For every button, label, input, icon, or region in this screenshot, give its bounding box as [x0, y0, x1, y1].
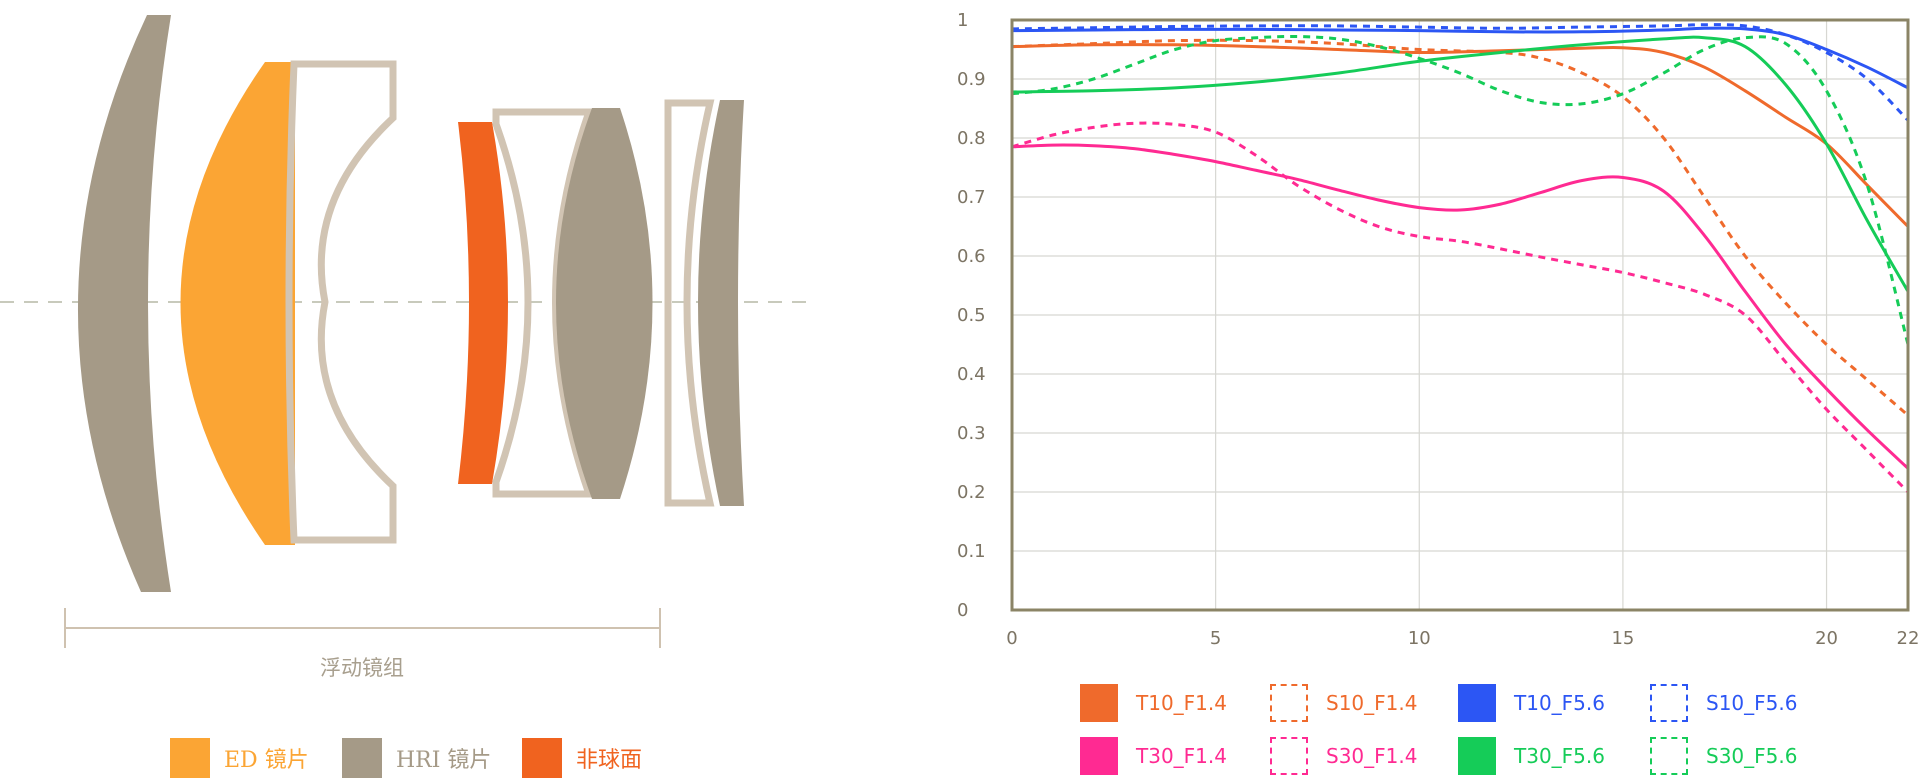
legend-item-s10-f1-4: S10_F1.4: [1270, 684, 1417, 722]
hri-label: HRI 镜片: [396, 748, 492, 773]
series-line-s10-f5-6: [1011, 23, 1910, 122]
series-line-s30-f5-6: [1011, 34, 1910, 345]
t30-f5-6-swatch: [1458, 737, 1496, 775]
legend-item-s30-f1-4: S30_F1.4: [1270, 737, 1417, 775]
lens-diagram: [0, 15, 815, 648]
lens-element-4-aspheric: [458, 122, 508, 484]
s10-f1-4-swatch: [1270, 684, 1308, 722]
legend-item-s10-f5-6: S10_F5.6: [1650, 684, 1797, 722]
x-tick-label-1: 5: [1210, 628, 1221, 649]
s30-f1-4-label: S30_F1.4: [1326, 744, 1418, 768]
lens-element-2-ed: [180, 62, 295, 545]
t30-f5-6-label: T30_F5.6: [1514, 744, 1605, 768]
series-line-t10-f1-4: [1011, 43, 1910, 228]
x-tick-label-3: 15: [1611, 628, 1634, 649]
lens-element-8: [698, 100, 744, 506]
s10-f1-4-label: S10_F1.4: [1326, 691, 1418, 715]
y-tick-label-1: 0.1: [957, 541, 986, 562]
x-tick-label-0: 0: [1006, 628, 1017, 649]
y-tick-label-6: 0.6: [957, 246, 986, 267]
series-line-t30-f5-6: [1011, 35, 1910, 293]
s30-f5-6-swatch: [1650, 737, 1688, 775]
series-line-t30-f1-4: [1011, 143, 1910, 470]
legend-ed-lens: ED 镜片: [170, 738, 309, 778]
ed-label: ED 镜片: [224, 748, 309, 773]
t10-f5-6-swatch: [1458, 684, 1496, 722]
y-tick-label-2: 0.2: [957, 482, 986, 503]
legend-hri-lens: HRI 镜片: [342, 738, 491, 778]
plot-frame: [1010, 18, 1910, 612]
y-tick-label-10: 1: [957, 10, 968, 31]
y-tick-label-0: 0: [957, 600, 968, 621]
aspheric-swatch: [522, 738, 562, 778]
y-tick-labels: 0 0.1 0.2 0.3 0.4 0.5 0.6 0.7 0.8 0.9 1: [957, 10, 986, 621]
s10-f5-6-swatch: [1650, 684, 1688, 722]
ed-swatch: [170, 738, 210, 778]
x-tick-label-5: 22: [1897, 628, 1920, 649]
t10-f5-6-label: T10_F5.6: [1514, 691, 1605, 715]
legend-item-t30-f5-6: T30_F5.6: [1458, 737, 1605, 775]
y-tick-label-8: 0.8: [957, 128, 986, 149]
t10-f1-4-swatch: [1080, 684, 1118, 722]
lens-element-1: [77, 15, 171, 592]
legend-item-t10-f5-6: T10_F5.6: [1458, 684, 1605, 722]
hri-swatch: [342, 738, 382, 778]
y-tick-label-4: 0.4: [957, 364, 986, 385]
floating-group-label: 浮动镜组: [320, 656, 404, 680]
y-tick-label-9: 0.9: [957, 69, 986, 90]
y-tick-label-3: 0.3: [957, 423, 986, 444]
legend-item-t10-f1-4: T10_F1.4: [1080, 684, 1227, 722]
y-tick-label-7: 0.7: [957, 187, 986, 208]
x-tick-labels: 0 5 10 15 20 22: [1006, 628, 1919, 649]
t30-f1-4-swatch: [1080, 737, 1118, 775]
aspheric-label: 非球面: [576, 748, 643, 773]
s30-f5-6-label: S30_F5.6: [1706, 744, 1798, 768]
lens-element-6: [556, 108, 653, 499]
lens-element-5: [492, 108, 594, 498]
floating-group-bracket: [64, 608, 661, 648]
s30-f1-4-swatch: [1270, 737, 1308, 775]
legend-item-s30-f5-6: S30_F5.6: [1650, 737, 1797, 775]
y-tick-label-5: 0.5: [957, 305, 986, 326]
series-line-s10-f1-4: [1011, 38, 1909, 417]
legend-item-t30-f1-4: T30_F1.4: [1080, 737, 1227, 775]
series-line-s30-f1-4: [1011, 121, 1910, 494]
t30-f1-4-label: T30_F1.4: [1136, 744, 1227, 768]
lens-element-7: [664, 99, 715, 507]
t10-f1-4-label: T10_F1.4: [1136, 691, 1227, 715]
x-tick-label-4: 20: [1815, 628, 1838, 649]
mtf-chart: 0 0.1 0.2 0.3 0.4 0.5 0.6 0.7 0.8 0.9 1 0 5 10 15 20 22: [957, 10, 1919, 649]
legend-aspheric-lens: 非球面: [522, 738, 642, 778]
lens-element-3: [285, 60, 397, 544]
series-lines: [1011, 23, 1910, 494]
series-line-t10-f5-6: [1011, 26, 1909, 90]
x-tick-label-2: 10: [1408, 628, 1431, 649]
s10-f5-6-label: S10_F5.6: [1706, 691, 1798, 715]
